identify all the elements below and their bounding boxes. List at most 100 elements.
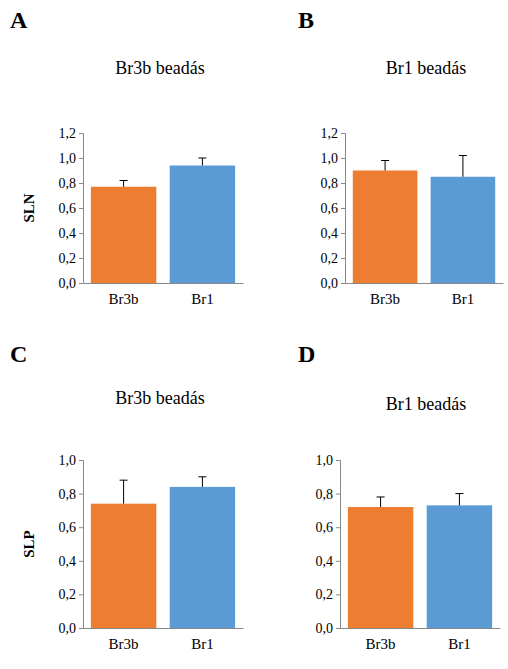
x-axis: Br3b Br1 (346, 283, 504, 307)
bar (91, 504, 156, 628)
y-tick-label: 0,6 (59, 201, 77, 216)
panel: ABr3b beadásSLN0,00,20,40,60,81,01,2Br3b… (10, 7, 244, 307)
y-tick-mark (79, 233, 83, 234)
x-axis-line (84, 628, 244, 629)
error-bar-stem (202, 158, 203, 166)
y-tick-label: 0,8 (59, 176, 77, 191)
y-tick: 1,2 (321, 126, 346, 141)
x-tick: Br3b (109, 283, 139, 307)
x-tick-label: Br1 (191, 636, 214, 652)
y-tick-mark (336, 594, 340, 595)
y-tick-mark (336, 628, 340, 629)
x-tick: Br3b (370, 283, 400, 307)
title: Br1 beadás (386, 58, 466, 78)
title: Br3b beadás (115, 388, 204, 408)
y-tick-label: 0,2 (316, 587, 334, 602)
y-tick-mark (79, 133, 83, 134)
y-tick: 0,8 (316, 487, 341, 502)
y-tick: 1,2 (59, 126, 84, 141)
x-tick: Br1 (448, 628, 471, 652)
error-bar-cap (120, 480, 128, 481)
x-axis: Br3b Br1 (341, 628, 501, 652)
y-tick-mark (336, 561, 340, 562)
y-tick-mark (79, 460, 83, 461)
x-tick: Br3b (109, 628, 139, 652)
bar (427, 505, 492, 628)
x-tick-label: Br3b (366, 636, 396, 652)
x-tick-label: Br3b (370, 291, 400, 307)
y-tick-mark (79, 258, 83, 259)
y-axis: 0,0 0,2 0,4 0,6 0,8 1,0 (59, 453, 84, 636)
y-tick-mark (341, 283, 345, 284)
y-tick: 1,0 (316, 453, 341, 468)
y-tick-label: 0,0 (316, 621, 334, 636)
panel: DBr1 beadás0,00,20,40,60,81,0Br3bBr1 (298, 341, 501, 652)
panel-letter: B (298, 7, 314, 33)
y-tick-mark (341, 183, 345, 184)
y-tick-label: 0,4 (321, 226, 339, 241)
panel-letter: C (10, 341, 27, 367)
y-axis-title: SLP (21, 530, 37, 558)
x-tick-label: Br1 (452, 291, 475, 307)
y-tick-mark (341, 233, 345, 234)
y-tick-label: 0,8 (321, 176, 339, 191)
y-tick-mark (79, 594, 83, 595)
y-tick-label: 1,0 (59, 453, 77, 468)
title: Br3b beadás (115, 58, 204, 78)
bar (353, 171, 418, 284)
error-bar-stem (385, 161, 386, 171)
y-tick: 1,0 (321, 151, 346, 166)
y-tick-label: 1,0 (316, 453, 334, 468)
y-tick-mark (341, 158, 345, 159)
y-axis-title: SLN (21, 193, 37, 222)
bar (170, 487, 235, 628)
y-tick-label: 0,6 (321, 201, 339, 216)
error-bar-cap (377, 496, 385, 497)
error-bar-cap (455, 493, 463, 494)
error-bar (377, 497, 385, 507)
plot-area (91, 477, 235, 628)
y-tick-mark (79, 494, 83, 495)
y-tick: 1,0 (59, 151, 84, 166)
y-tick-label: 1,0 (59, 151, 77, 166)
error-bar-cap (198, 476, 206, 477)
y-axis-line (336, 461, 341, 629)
y-tick-label: 0,0 (59, 621, 77, 636)
y-tick-mark (79, 283, 83, 284)
panel: BBr1 beadás0,00,20,40,60,81,01,2Br3bBr1 (298, 7, 504, 307)
panel-letter: A (10, 7, 28, 33)
x-tick: Br1 (452, 283, 475, 307)
y-tick-label: 1,0 (321, 151, 339, 166)
error-bar (459, 156, 467, 177)
y-tick: 0,6 (59, 520, 84, 535)
y-tick: 0,6 (321, 201, 346, 216)
error-bar-cap (459, 155, 467, 156)
y-tick: 0,0 (321, 276, 346, 291)
plot-area (91, 158, 235, 283)
error-bar-cap (198, 158, 206, 159)
y-tick-label: 0,4 (59, 554, 77, 569)
y-tick-label: 1,2 (321, 126, 339, 141)
y-tick: 0,2 (59, 251, 84, 266)
y-tick-label: 0,8 (59, 487, 77, 502)
y-tick-mark (341, 133, 345, 134)
x-axis-line (84, 283, 244, 284)
x-tick-label: Br3b (109, 291, 139, 307)
y-tick-label: 0,4 (59, 226, 77, 241)
x-axis: Br3b Br1 (84, 283, 244, 307)
y-tick: 0,2 (59, 587, 84, 602)
y-tick-label: 0,0 (321, 276, 339, 291)
y-tick: 0,2 (316, 587, 341, 602)
error-bar-stem (380, 497, 381, 507)
x-tick: Br3b (366, 628, 396, 652)
y-tick-label: 1,2 (59, 126, 77, 141)
y-tick: 0,8 (321, 176, 346, 191)
y-tick-mark (336, 460, 340, 461)
error-bar (455, 494, 463, 506)
x-axis: Br3b Br1 (84, 628, 244, 652)
bar (348, 507, 413, 628)
error-bar (198, 477, 206, 487)
x-tick: Br1 (191, 283, 214, 307)
y-axis: 0,00,20,40,60,81,01,2 (321, 126, 346, 291)
error-bar (381, 161, 389, 171)
